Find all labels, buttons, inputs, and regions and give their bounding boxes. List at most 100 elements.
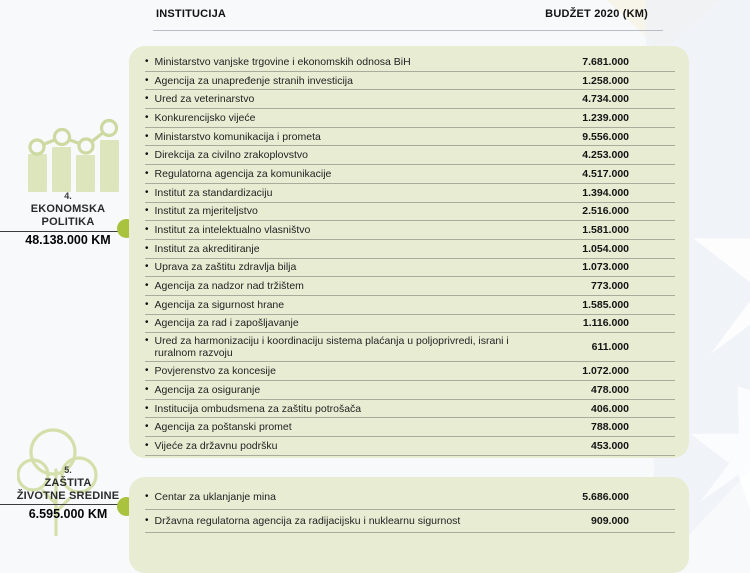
institution-name: Agencija za osiguranje: [154, 383, 261, 396]
bullet-icon: •: [145, 242, 149, 254]
institution-name: Agencija za poštanski promet: [154, 421, 292, 434]
institution-name: Povjerenstvo za koncesije: [154, 365, 276, 378]
table-row: • Institut za intelektualno vlasništvo 1.5…: [145, 221, 675, 240]
institution-cell: • Agencija za poštanski promet: [145, 419, 545, 435]
budget-table-economic-policy: • Ministarstvo vanjske trgovine i ekonoms…: [129, 46, 689, 458]
institution-name: Agencija za sigurnost hrane: [154, 298, 285, 311]
institution-cell: • Institut za standardizaciju: [145, 185, 545, 201]
institution-name: Uprava za zaštitu zdravlja bilja: [154, 261, 297, 274]
institution-cell: • Institut za akreditiranje: [145, 241, 545, 257]
section-title-line2: POLITIKA: [41, 215, 95, 228]
institution-cell: • Agencija za unapređenje stranih investi…: [145, 73, 545, 89]
institution-cell: • Centar za uklanjanje mina: [145, 489, 545, 505]
bullet-icon: •: [145, 421, 149, 433]
section-total-budget: 48.138.000 KM: [25, 233, 111, 247]
section-total-budget: 6.595.000 KM: [28, 507, 108, 521]
budget-table-environment: • Centar za uklanjanje mina 5.686.000 • Drža…: [129, 477, 689, 573]
bullet-icon: •: [145, 74, 149, 86]
bullet-icon: •: [145, 514, 149, 526]
section-title: ZAŠTITA ŽIVOTNE SREDINE: [0, 477, 136, 502]
budget-value: 1.054.000: [582, 242, 629, 255]
institution-name: Institut za intelektualno vlasništvo: [154, 224, 311, 237]
bullet-icon: •: [145, 167, 149, 179]
table-row: • Agencija za nadzor nad tržištem 773.000: [145, 277, 675, 296]
bullet-icon: •: [145, 149, 149, 161]
bullet-icon: •: [145, 55, 149, 67]
institution-cell: • Regulatorna agencija za komunikacije: [145, 166, 545, 182]
institution-cell: • Institut za mjeriteljstvo: [145, 203, 545, 219]
section-divider: [0, 231, 118, 232]
budget-value: 909.000: [591, 514, 629, 527]
bullet-icon: •: [145, 111, 149, 123]
table-row: • Agencija za sigurnost hrane 1.585.000: [145, 296, 675, 315]
budget-value: 1.394.000: [582, 186, 629, 199]
table-row: • Centar za uklanjanje mina 5.686.000: [145, 486, 675, 510]
section-number: 5.: [64, 465, 72, 475]
institution-name: Ured za harmonizaciju i koordinaciju sis…: [154, 335, 509, 360]
table-row: • Regulatorna agencija za komunikacije 4.5…: [145, 165, 675, 184]
institution-name: Konkurencijsko vijeće: [154, 111, 256, 124]
bullet-icon: •: [145, 205, 149, 217]
table-row: • Konkurencijsko vijeće 1.239.000: [145, 109, 675, 128]
bullet-icon: •: [145, 93, 149, 105]
budget-value: 1.581.000: [582, 224, 629, 237]
bullet-icon: •: [145, 402, 149, 414]
institution-cell: • Konkurencijsko vijeće: [145, 110, 545, 126]
institution-name: Direkcija za civilno zrakoplovstvo: [154, 149, 308, 162]
institution-cell: • Agencija za sigurnost hrane: [145, 297, 545, 313]
institution-name: Institut za standardizaciju: [154, 186, 273, 199]
bullet-icon: •: [145, 335, 149, 347]
budget-value: 1.073.000: [582, 261, 629, 274]
bar-chart-growth-icon: [28, 118, 119, 192]
column-header-institution: INSTITUCIJA: [156, 8, 227, 20]
institution-name: Institut za mjeriteljstvo: [154, 205, 258, 218]
table-row: • Institucija ombudsmena za zaštitu potro…: [145, 400, 675, 419]
table-row: • Vijeće za državnu podršku 453.000: [145, 437, 675, 456]
budget-value: 2.516.000: [582, 205, 629, 218]
institution-cell: • Ured za harmonizaciju i koordinaciju si…: [145, 333, 545, 361]
institution-name: Institut za akreditiranje: [154, 242, 260, 255]
budget-value: 1.239.000: [582, 111, 629, 124]
table-row: • Institut za akreditiranje 1.054.000: [145, 240, 675, 259]
table-header: INSTITUCIJA BUDŽET 2020 (KM): [156, 8, 663, 20]
bullet-icon: •: [145, 261, 149, 273]
institution-name: Ministarstvo vanjske trgovine i ekonomsk…: [154, 55, 411, 68]
budget-value: 788.000: [591, 421, 629, 434]
section-title-line1: ZAŠTITA: [44, 477, 92, 489]
bullet-icon: •: [145, 280, 149, 292]
budget-value: 4.734.000: [582, 93, 629, 106]
budget-value: 5.686.000: [582, 491, 629, 504]
section-title-line2: ŽIVOTNE SREDINE: [16, 489, 120, 502]
budget-value: 1.116.000: [582, 317, 629, 330]
bullet-icon: •: [145, 491, 149, 503]
section-title: EKONOMSKA POLITIKA: [0, 203, 136, 228]
table-row: • Ministarstvo komunikacija i prometa 9.55…: [145, 128, 675, 147]
institution-cell: • Institucija ombudsmena za zaštitu potro…: [145, 401, 545, 417]
table-row: • Agencija za unapređenje stranih investi…: [145, 72, 675, 91]
section-number: 4.: [64, 191, 72, 201]
institution-cell: • Uprava za zaštitu zdravlja bilja: [145, 259, 545, 275]
budget-report-page: { "header": { "col_institution": "INSTIT…: [0, 0, 720, 573]
institution-name: Državna regulatorna agencija za radijaci…: [154, 514, 461, 527]
budget-value: 478.000: [591, 383, 629, 396]
budget-value: 9.556.000: [582, 130, 629, 143]
column-header-budget: BUDŽET 2020 (KM): [545, 8, 648, 20]
bullet-icon: •: [145, 383, 149, 395]
institution-name: Regulatorna agencija za komunikacije: [154, 167, 332, 180]
bullet-icon: •: [145, 298, 149, 310]
budget-value: 1.258.000: [582, 74, 629, 87]
institution-cell: • Agencija za osiguranje: [145, 382, 545, 398]
table-row: • Ured za veterinarstvo 4.734.000: [145, 90, 675, 110]
budget-value: 1.585.000: [582, 298, 629, 311]
institution-cell: • Ministarstvo vanjske trgovine i ekonoms…: [145, 54, 545, 70]
institution-cell: • Ured za veterinarstvo: [145, 91, 545, 107]
header-divider: [153, 30, 663, 31]
institution-cell: • Agencija za rad i zapošljavanje: [145, 315, 545, 331]
table-row: • Agencija za poštanski promet 788.000: [145, 418, 675, 438]
bullet-icon: •: [145, 224, 149, 236]
institution-name: Centar za uklanjanje mina: [154, 491, 276, 504]
budget-value: 4.253.000: [582, 149, 629, 162]
institution-name: Ministarstvo komunikacija i prometa: [154, 130, 321, 143]
bullet-icon: •: [145, 365, 149, 377]
bullet-icon: •: [145, 186, 149, 198]
